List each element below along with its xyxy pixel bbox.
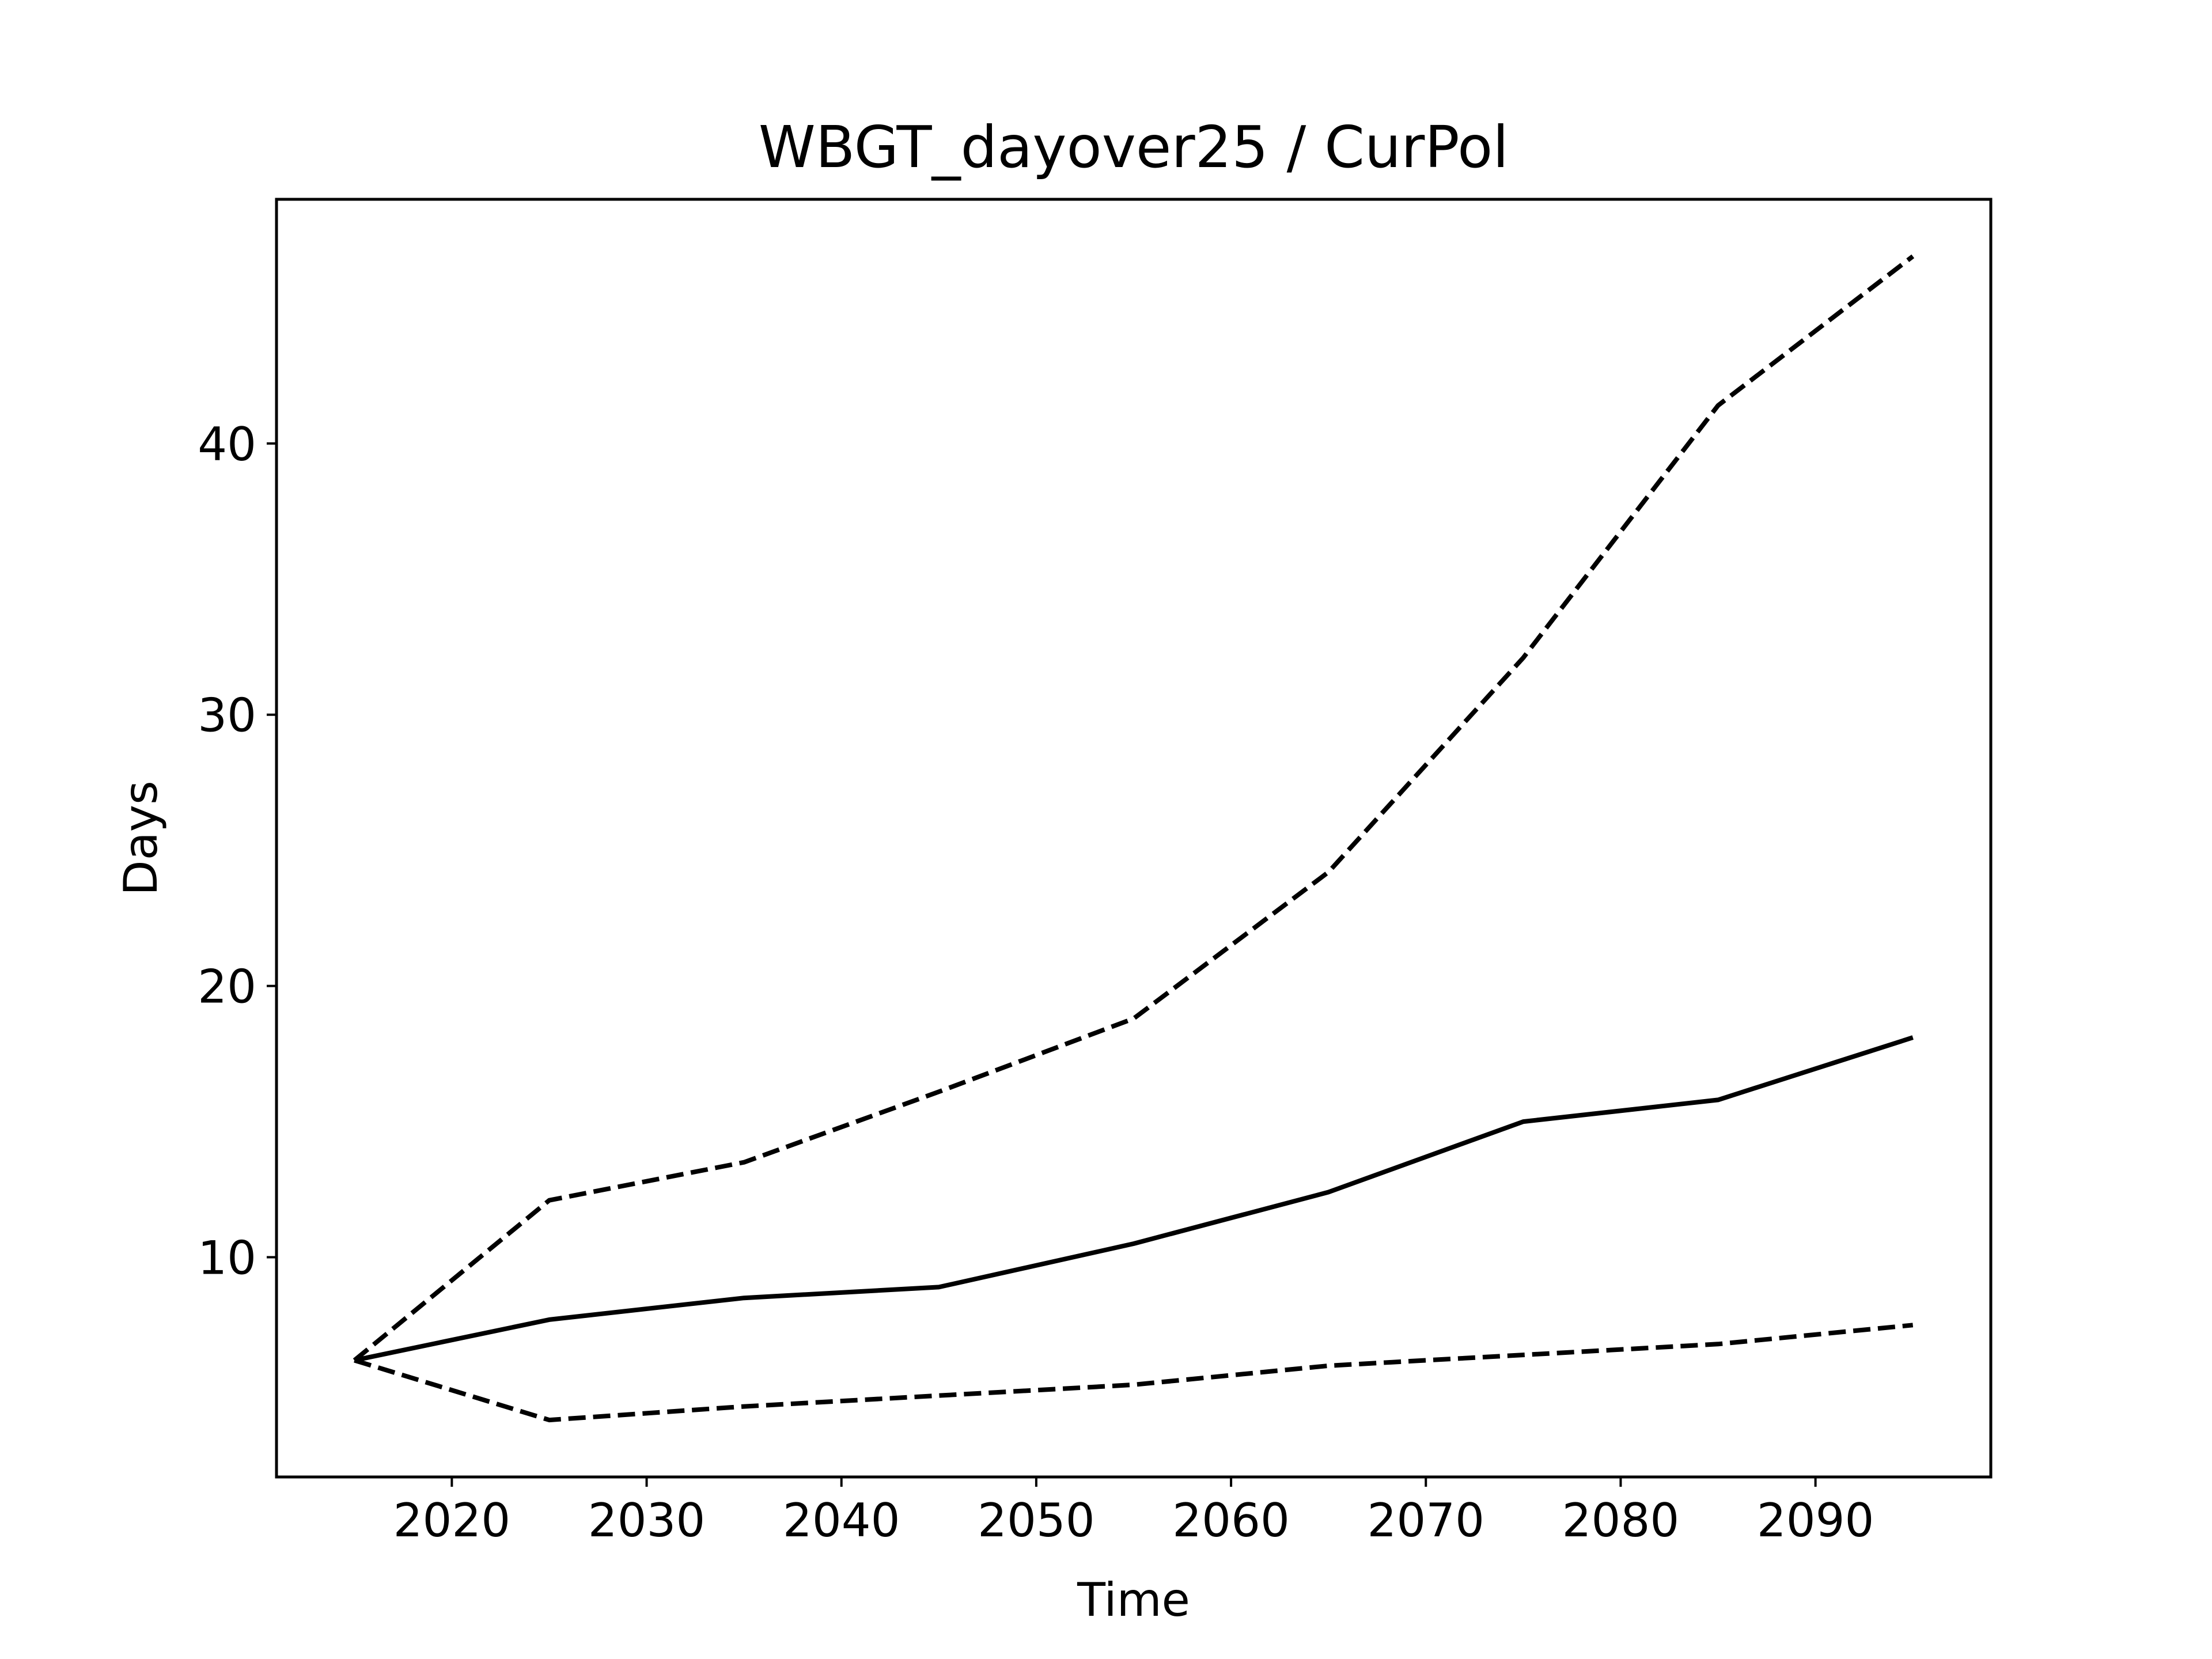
x-tick-label: 2060	[1172, 1494, 1290, 1547]
x-axis-ticks: 2020 2030 2040 2050 2060 2070 2080 2090	[393, 1477, 1874, 1547]
y-axis-label: Days	[114, 781, 168, 896]
x-tick-label: 2020	[393, 1494, 511, 1547]
series-layer	[353, 254, 1915, 1423]
chart-title: WBGT_dayover25 / CurPol	[759, 113, 1509, 181]
y-tick-label: 30	[198, 689, 256, 743]
y-axis-ticks: 10 20 30 40	[198, 418, 276, 1285]
x-tick-label: 2070	[1367, 1494, 1484, 1547]
series-line-2	[353, 254, 1915, 1362]
x-tick-label: 2030	[588, 1494, 706, 1547]
x-axis-label: Time	[1077, 1573, 1190, 1627]
x-tick-label: 2050	[978, 1494, 1095, 1547]
y-tick-label: 20	[198, 960, 256, 1014]
plot-frame	[275, 198, 1993, 1479]
x-tick-label: 2080	[1562, 1494, 1680, 1547]
x-tick-label: 2040	[783, 1494, 900, 1547]
series-line-1	[354, 1035, 1914, 1363]
y-tick-label: 10	[198, 1232, 256, 1285]
y-tick-label: 40	[198, 418, 256, 471]
x-tick-label: 2090	[1757, 1494, 1874, 1547]
